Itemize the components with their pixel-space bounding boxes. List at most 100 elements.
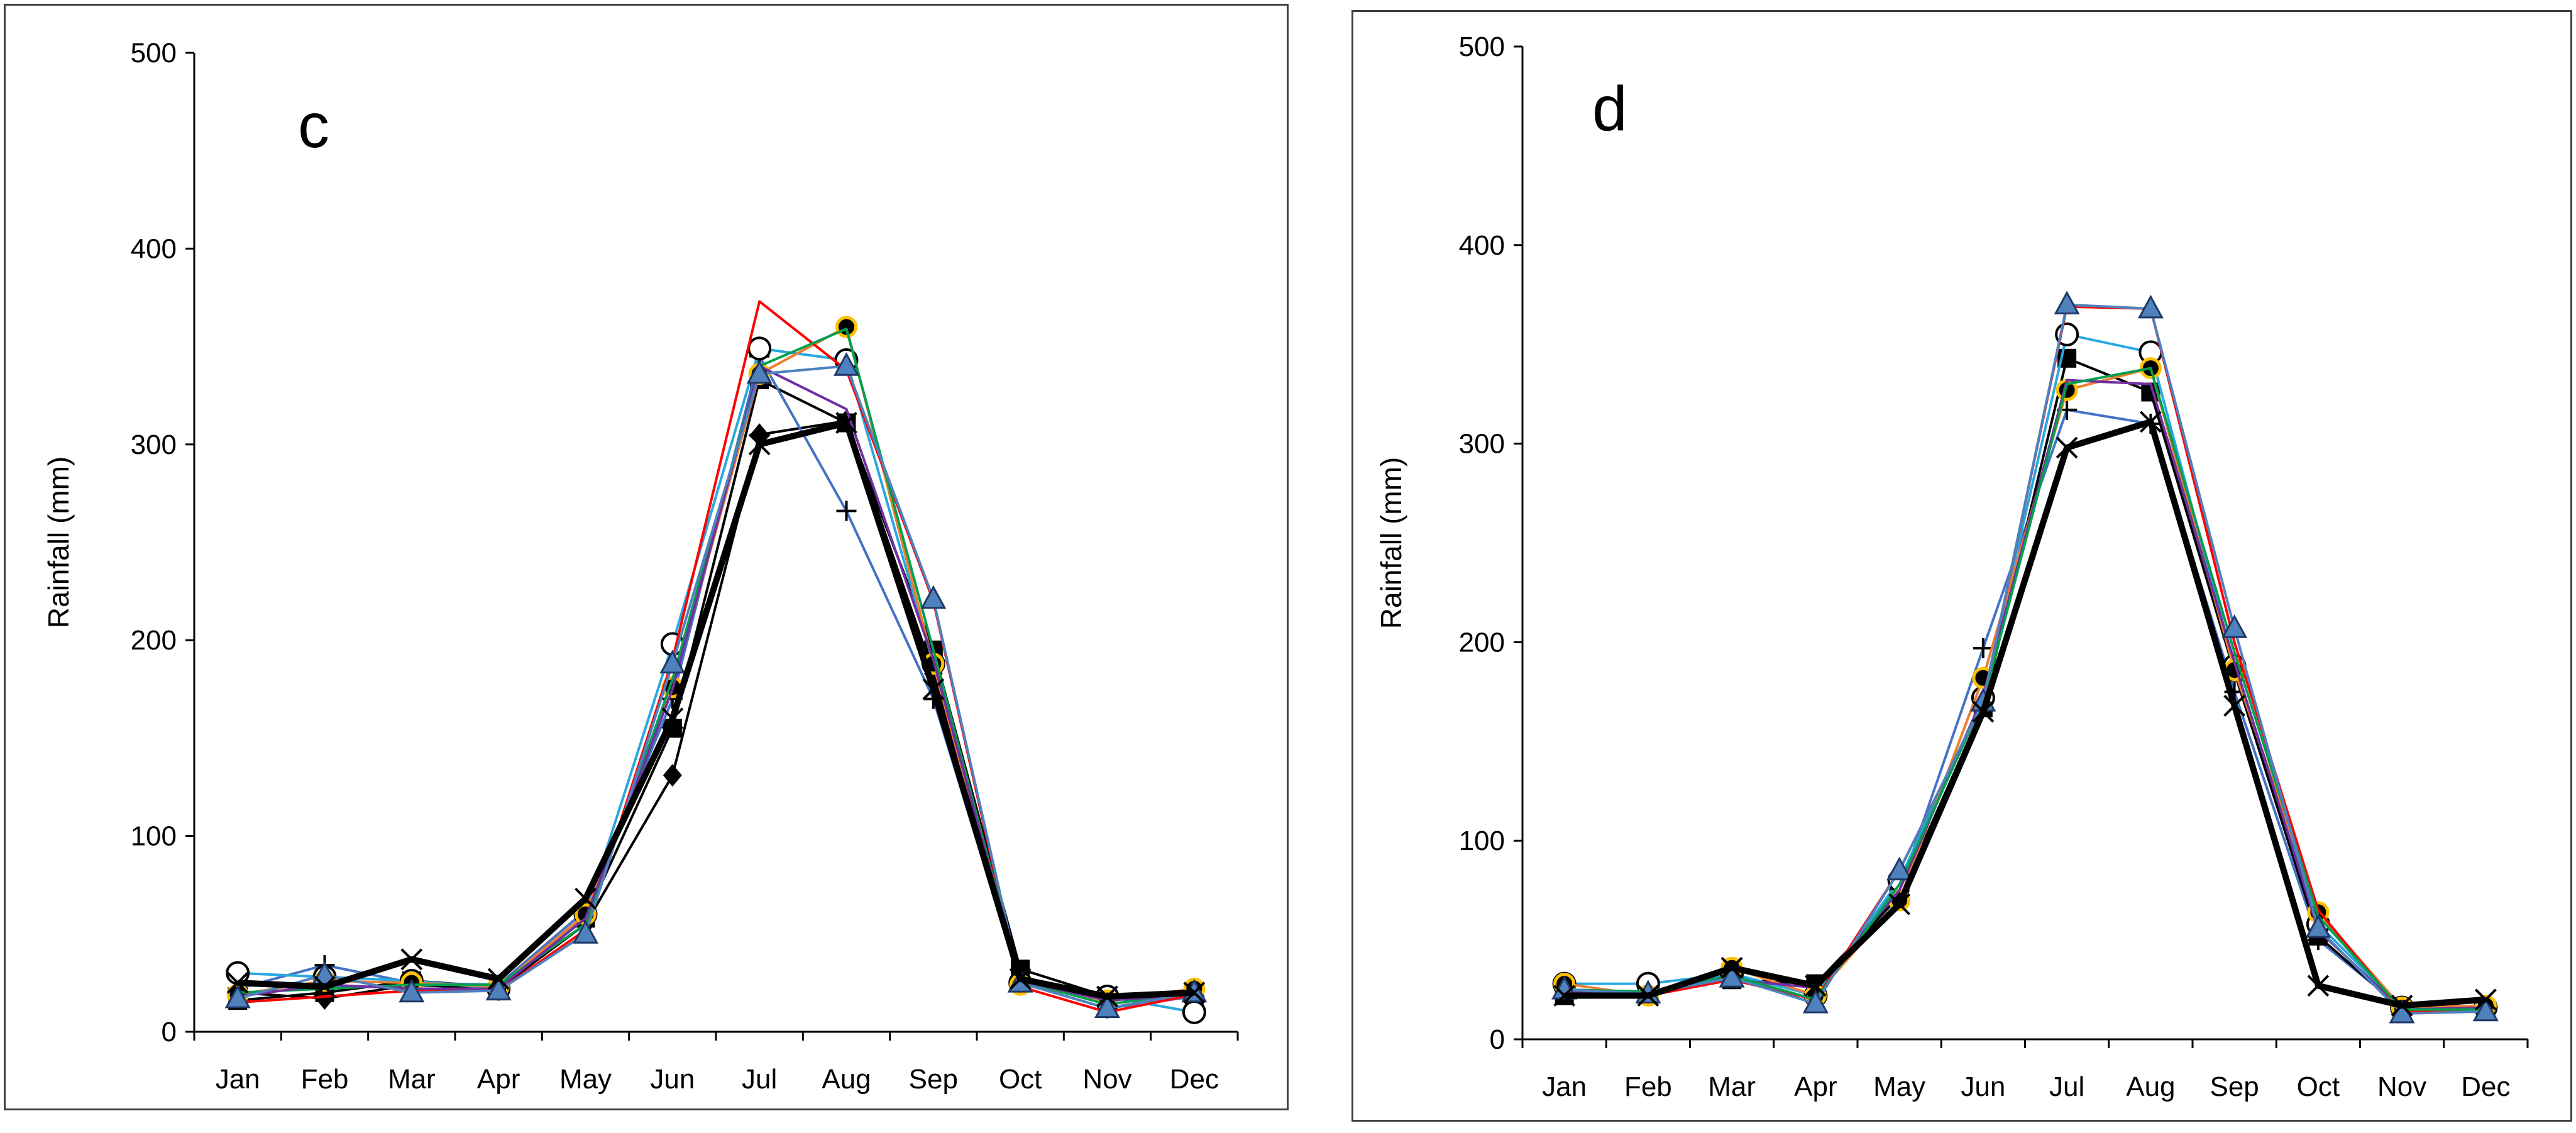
data-point-observed <box>748 433 771 456</box>
data-point-model-triangle-blue <box>572 920 599 944</box>
data-point-observed <box>1553 985 1576 1007</box>
x-tick-label: Dec <box>1170 1064 1219 1095</box>
series-line-model-diamond <box>238 419 1194 1000</box>
y-tick-label: 500 <box>1459 31 1505 62</box>
panel-letter: d <box>1592 74 1627 144</box>
x-tick-label: Apr <box>477 1064 520 1095</box>
data-point-observed <box>2223 695 2246 717</box>
x-tick-label: Sep <box>2210 1071 2259 1102</box>
y-tick-label: 400 <box>1459 230 1505 261</box>
data-point-model-circle-open <box>1182 1000 1206 1024</box>
series-line-model-square <box>237 379 1194 1002</box>
series-model-triangle-purple <box>237 365 1194 1002</box>
data-point-model-triangle-blue <box>1719 963 1745 988</box>
x-tick-label: Oct <box>999 1064 1042 1095</box>
series-line-observed <box>1564 418 2486 1009</box>
series-line-model-triangle-green <box>238 328 1195 1006</box>
data-point-observed <box>661 707 684 730</box>
series-model-triangle-blue <box>1551 290 2499 1024</box>
chart-c-svg: 0 100 200 300 400 500 Jan Feb Mar Apr May Jun Jul Aug… <box>42 38 1239 1095</box>
data-point-model-triangle-blue <box>1886 856 1913 881</box>
series-line-model-triangle-purple <box>237 365 1194 1002</box>
data-point-model-triangle-blue <box>2221 614 2248 638</box>
data-point-model-circle-open <box>747 336 772 361</box>
x-tick-label: Dec <box>2461 1071 2510 1102</box>
y-tick-label: 500 <box>131 38 177 69</box>
series-line-model-square <box>1564 356 2486 1011</box>
series-model-triangle-red <box>1564 305 2486 1013</box>
series-model-circle-yellow <box>226 316 1206 1012</box>
chart-d-svg: 0 100 200 300 400 500 Jan Feb Mar Apr May Jun Jul Aug… <box>1375 31 2529 1102</box>
x-tick-label: Mar <box>388 1064 436 1095</box>
y-tick-label: 200 <box>1459 627 1505 658</box>
data-point-observed <box>1972 700 1995 723</box>
data-point-observed <box>835 412 857 434</box>
data-point-model-triangle-blue <box>659 649 686 674</box>
series-observed <box>226 412 1206 1008</box>
x-tick-label: Jan <box>1542 1071 1587 1102</box>
x-tick-label: Jun <box>1961 1071 2005 1102</box>
data-point-model-plus <box>836 500 857 521</box>
data-point-observed <box>1888 893 1911 915</box>
y-axis-title: Rainfall (mm) <box>1375 457 1407 629</box>
data-point-observed <box>226 971 249 994</box>
series-model-triangle-blue <box>224 352 1208 1019</box>
y-axis-title: Rainfall (mm) <box>42 456 75 628</box>
series-line-model-circle-yellow <box>1564 367 2486 1009</box>
series-model-triangle-green <box>238 328 1195 1006</box>
data-point-model-triangle-blue <box>746 360 773 384</box>
data-point-observed <box>922 678 945 700</box>
data-point-model-triangle-blue <box>833 352 860 376</box>
x-tick-label: Sep <box>909 1064 958 1095</box>
data-point-model-triangle-blue <box>2054 290 2080 315</box>
data-point-model-triangle-blue <box>2137 294 2164 319</box>
data-point-observed <box>2307 975 2330 997</box>
series-model-triangle-red <box>238 300 1195 1014</box>
data-point-observed <box>400 948 423 971</box>
data-point-model-triangle-blue <box>2305 914 2331 938</box>
series-line-model-triangle-red <box>238 300 1195 1014</box>
series-model-square <box>228 370 1204 1010</box>
x-tick-label: May <box>1873 1071 1925 1102</box>
series-line-model-triangle-green <box>1564 367 2486 1011</box>
x-tick-label: May <box>559 1064 612 1095</box>
series-line-model-triangle-red <box>1564 305 2486 1013</box>
data-point-observed <box>1183 981 1206 1004</box>
data-point-model-diamond <box>663 764 682 787</box>
series-model-circle-dark <box>1564 379 2486 1011</box>
y-tick-label: 0 <box>1490 1024 1505 1055</box>
series-observed <box>1553 411 2497 1017</box>
x-tick-label: Jul <box>742 1064 777 1095</box>
data-point-observed <box>2056 436 2078 459</box>
series-line-observed <box>237 419 1195 1000</box>
data-point-model-triangle-blue <box>224 984 251 1009</box>
x-tick-label: Jul <box>2049 1071 2084 1102</box>
series-line-model-circle-yellow <box>237 325 1195 1002</box>
y-tick-label: 200 <box>131 625 177 656</box>
data-point-observed <box>1637 985 1660 1007</box>
series-model-triangle-green <box>1564 367 2486 1011</box>
series-line-model-triangle-blue <box>237 365 1195 1010</box>
data-point-model-plus <box>1973 638 1993 658</box>
x-tick-label: Feb <box>301 1064 349 1095</box>
y-tick-label: 300 <box>131 429 177 460</box>
data-point-observed <box>487 968 510 990</box>
x-tick-label: Feb <box>1624 1071 1672 1102</box>
x-tick-label: Nov <box>1082 1064 1131 1095</box>
series-model-circle-open <box>226 336 1206 1024</box>
data-point-observed <box>1804 975 1827 997</box>
series-model-plus <box>1554 399 2496 1018</box>
series-model-circle-open <box>1552 322 2498 1020</box>
x-tick-label: Nov <box>2377 1071 2426 1102</box>
data-point-observed <box>1096 985 1118 1008</box>
data-point-observed <box>2391 994 2413 1017</box>
x-tick-label: Mar <box>1708 1071 1756 1102</box>
series-line-model-circle-open <box>238 347 1195 1014</box>
y-tick-label: 0 <box>162 1017 177 1047</box>
series-model-plus <box>228 346 1204 1019</box>
series-line-model-circle-dark <box>1564 379 2486 1011</box>
y-tick-label: 100 <box>131 821 177 852</box>
series-line-model-circle-open <box>1564 333 2486 1009</box>
panel-letter: c <box>298 91 329 161</box>
y-tick-label: 300 <box>1459 429 1505 460</box>
